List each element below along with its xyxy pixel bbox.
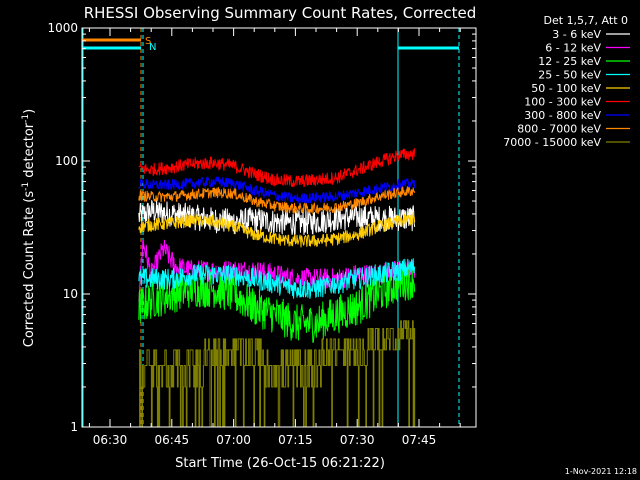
legend-label-6: 300 - 800 keV xyxy=(524,109,601,122)
x-tick-label: 06:30 xyxy=(93,433,128,447)
y-tick-label: 1000 xyxy=(47,21,78,35)
series-line-6 xyxy=(138,176,416,204)
series-line-7 xyxy=(138,186,416,215)
legend-label-1: 6 - 12 keV xyxy=(545,42,601,55)
legend-title: Det 1,5,7, Att 0 xyxy=(544,14,628,27)
y-tick-label: 1 xyxy=(70,420,78,434)
x-tick-label: 06:45 xyxy=(155,433,190,447)
series-line-4 xyxy=(138,212,416,248)
saa-flag-label: S xyxy=(145,36,151,47)
y-axis-label: Corrected Count Rate (s-1 detector-1) xyxy=(21,109,37,347)
axes-layer: 1 10 100 1000 06:30 06:45 07:00 07:15 07:30 07:45 xyxy=(47,21,476,447)
x-tick-label: 07:00 xyxy=(216,433,251,447)
legend-label-5: 100 - 300 keV xyxy=(524,96,601,109)
series-line-3 xyxy=(138,258,416,299)
legend-label-7: 800 - 7000 keV xyxy=(517,123,601,136)
legend-label-3: 25 - 50 keV xyxy=(538,69,601,82)
x-tick-label: 07:30 xyxy=(340,433,375,447)
series-layer xyxy=(138,148,416,428)
legend-label-4: 50 - 100 keV xyxy=(531,82,601,95)
y-tick-label: 10 xyxy=(63,287,78,301)
x-axis-label: Start Time (26-Oct-15 06:21:22) xyxy=(175,456,385,471)
series-line-0 xyxy=(138,199,416,237)
x-tick-label: 07:45 xyxy=(402,433,437,447)
legend-label-2: 12 - 25 keV xyxy=(538,55,601,68)
series-line-8 xyxy=(138,320,416,428)
footer-date: 1-Nov-2021 12:18 xyxy=(565,467,637,476)
legend-label-0: 3 - 6 keV xyxy=(552,28,601,41)
chart-title: RHESSI Observing Summary Count Rates, Co… xyxy=(84,4,477,22)
legend-label-8: 7000 - 15000 keV xyxy=(503,136,601,149)
y-tick-label: 100 xyxy=(55,154,78,168)
x-tick-label: 07:15 xyxy=(278,433,313,447)
series-line-5 xyxy=(138,148,416,188)
night-flag-label: N xyxy=(149,42,156,53)
plot-frame xyxy=(81,27,477,428)
